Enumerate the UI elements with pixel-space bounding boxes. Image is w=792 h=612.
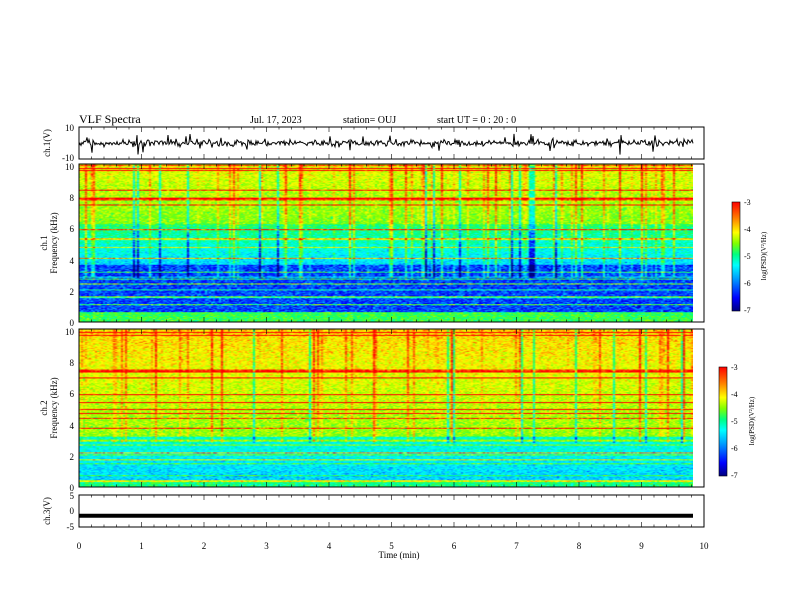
cb2-tick--6: -6	[731, 444, 738, 453]
xtick-5: 5	[389, 541, 394, 551]
ch3-ytick-mid: 0	[70, 506, 75, 516]
ch3-ytick-top: 5	[70, 491, 75, 501]
xtick-6: 6	[452, 541, 457, 551]
ch3-waveform-ylabel: ch.3(V)	[42, 497, 52, 525]
cb2-tick--3: -3	[731, 363, 738, 372]
cb2-tick--5: -5	[731, 417, 738, 426]
ch3-waveform-panel: 5 0 -5 ch.3(V)	[42, 491, 705, 532]
ch1-frequency-ylabel: Frequency (kHz)	[49, 212, 59, 273]
cb1-tick--7: -7	[744, 306, 751, 315]
ch1-ytick-bottom: -10	[62, 153, 74, 163]
xtick-4: 4	[327, 541, 332, 551]
ch2-spectrogram-image	[79, 329, 693, 487]
spec1-ytick-4: 4	[70, 256, 75, 266]
start-time-label: start UT = 0 : 20 : 0	[437, 115, 516, 126]
xtick-1: 1	[139, 541, 144, 551]
figure-title: VLF Spectra	[79, 112, 141, 126]
spec2-ytick-8: 8	[70, 358, 75, 368]
spec2-ytick-6: 6	[70, 389, 75, 399]
ch2-colorbar: -3 -4 -5 -6 -7 log(PSD)(V²/Hz)	[718, 363, 756, 480]
cb1-tick--4: -4	[744, 225, 751, 234]
ch2-colorbar-gradient	[718, 366, 728, 477]
ch1-waveform-line	[78, 133, 694, 155]
axis-tick-marks	[78, 127, 705, 527]
ch2-frequency-ylabel: Frequency (kHz)	[49, 377, 59, 438]
ch1-waveform-panel: 10 -10 ch.1(V)	[42, 123, 705, 163]
spec2-ytick-0: 0	[70, 483, 75, 493]
ch1-ytick-top: 10	[65, 123, 75, 133]
cb1-tick--3: -3	[744, 198, 751, 207]
ch2-spectrogram-panel: 10 8 6 4 2 0 ch.2 Frequency (kHz)	[39, 327, 705, 493]
x-axis-label: Time (min)	[379, 550, 420, 560]
spec1-ytick-6: 6	[70, 224, 75, 234]
ch1-colorbar: -3 -4 -5 -6 -7 log(PSD)(V²/Hz)	[731, 198, 768, 315]
cb2-label: log(PSD)(V²/Hz)	[748, 396, 756, 445]
cb2-tick--7: -7	[731, 471, 738, 480]
ch1-spectrogram-yticks: 10 8 6 4 2 0	[65, 162, 75, 328]
xtick-10: 10	[700, 541, 710, 551]
ch2-spectrogram-yticks: 10 8 6 4 2 0	[65, 327, 75, 493]
spec1-ytick-8: 8	[70, 193, 75, 203]
spec2-ytick-4: 4	[70, 421, 75, 431]
xtick-2: 2	[202, 541, 207, 551]
xtick-9: 9	[639, 541, 644, 551]
spec1-ytick-10: 10	[65, 162, 75, 172]
ch1-waveform-ylabel: ch.1(V)	[42, 129, 52, 157]
cb2-tick--4: -4	[731, 390, 738, 399]
xtick-8: 8	[577, 541, 582, 551]
xtick-0: 0	[77, 541, 82, 551]
ch1-colorbar-gradient	[731, 201, 741, 312]
spec1-ytick-2: 2	[70, 287, 75, 297]
cb1-label: log(PSD)(V²/Hz)	[760, 231, 768, 280]
ch1-spectrogram-panel: 10 8 6 4 2 0 ch.1 Frequency (kHz)	[39, 162, 705, 328]
x-axis: 0 1 2 3 4 5 6 7 8 9 10 Time (min)	[77, 541, 709, 560]
station-label: station= OUJ	[343, 115, 396, 126]
ch3-waveform-frame	[78, 494, 705, 528]
xtick-3: 3	[264, 541, 269, 551]
date-label: Jul. 17, 2023	[250, 115, 302, 126]
spec2-ytick-2: 2	[70, 452, 75, 462]
ch2-channel-label: ch.2	[39, 400, 49, 415]
ch1-channel-label: ch.1	[39, 235, 49, 250]
cb1-tick--6: -6	[744, 279, 751, 288]
spec2-ytick-10: 10	[65, 327, 75, 337]
ch3-ytick-bottom: -5	[67, 522, 75, 532]
ch1-spectrogram-image	[79, 164, 693, 322]
spec1-ytick-0: 0	[70, 318, 75, 328]
xtick-7: 7	[514, 541, 519, 551]
cb1-tick--5: -5	[744, 252, 751, 261]
